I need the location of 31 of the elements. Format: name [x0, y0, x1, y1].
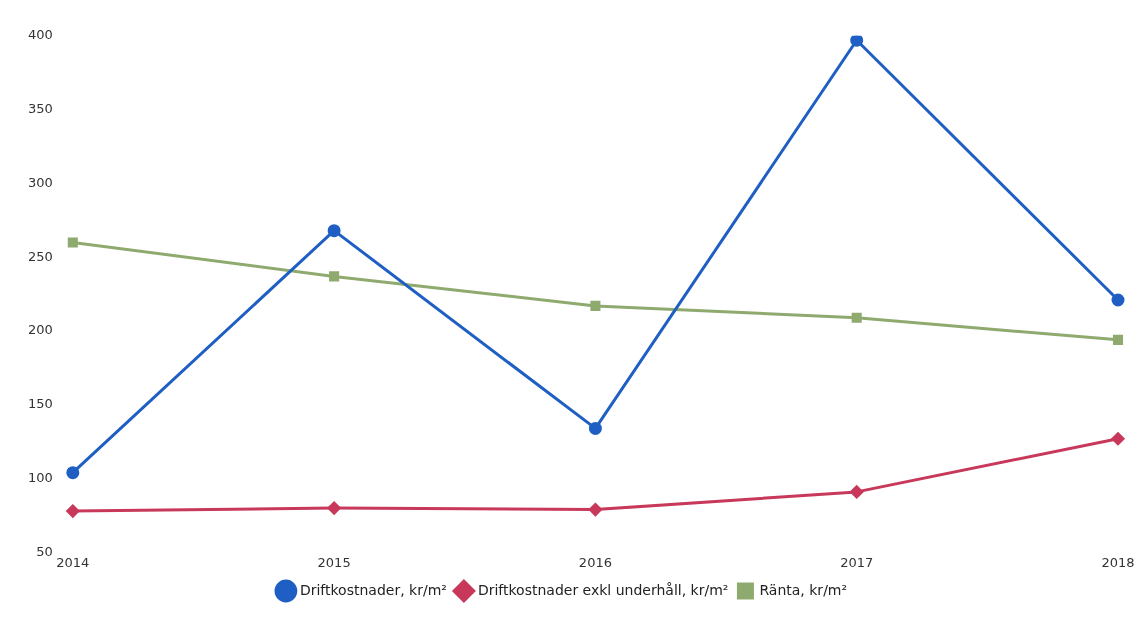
point	[67, 237, 78, 248]
point	[1112, 334, 1124, 345]
y-tick-label: 200	[27, 322, 53, 338]
y-tick-label: 250	[27, 248, 53, 264]
y-tick-label: 350	[27, 100, 53, 116]
point	[851, 312, 862, 323]
point	[850, 35, 864, 47]
y-tick-label: 300	[27, 174, 53, 190]
legend-label: Driftkostnader, kr/m²	[299, 581, 447, 598]
x-tick-label: 2015	[317, 554, 351, 570]
point	[66, 504, 80, 518]
point	[327, 501, 341, 515]
point	[66, 466, 80, 480]
x-tick-label: 2017	[840, 554, 874, 570]
point	[327, 224, 341, 238]
y-tick-label: 150	[27, 396, 53, 412]
y-tick-label: 400	[27, 27, 53, 43]
y-tick-label: 100	[27, 469, 53, 485]
point	[588, 503, 602, 517]
x-tick-label: 2018	[1101, 554, 1135, 570]
legend-label: Driftkostnader exkl underhåll, kr/m²	[477, 581, 729, 598]
point	[329, 271, 340, 282]
point	[588, 421, 602, 435]
point	[590, 300, 601, 311]
x-tick-label: 2014	[56, 554, 90, 570]
point	[850, 485, 864, 499]
x-tick-label: 2016	[578, 554, 612, 570]
point	[1111, 432, 1125, 446]
point	[1111, 293, 1125, 307]
y-tick-label: 50	[36, 543, 53, 559]
legend-label: Ränta, kr/m²	[759, 581, 848, 598]
